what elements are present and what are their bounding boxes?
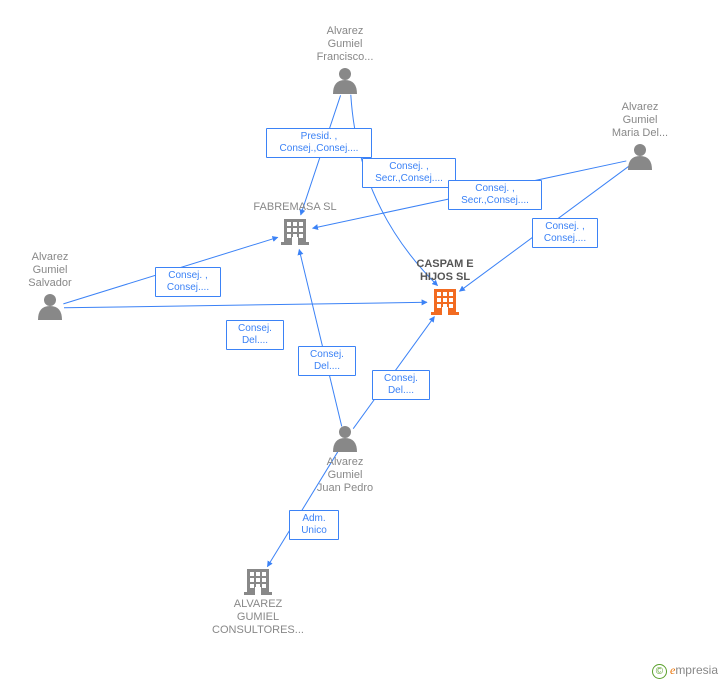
edge [313,161,627,228]
edge [459,166,628,291]
edge [63,237,277,304]
company-icon[interactable] [244,569,272,595]
person-icon[interactable] [333,68,357,94]
edge [353,317,434,429]
edge [267,452,337,567]
attribution: ©empresia [652,663,718,679]
edge [351,95,438,286]
brand-name: mpresia [675,663,718,677]
person-icon[interactable] [628,144,652,170]
edge [64,302,427,308]
edge [299,250,342,427]
copyright-icon: © [652,664,667,679]
edge [301,95,341,215]
company-icon[interactable] [431,289,459,315]
company-icon[interactable] [281,219,309,245]
person-icon[interactable] [333,426,357,452]
diagram-svg [0,0,728,685]
person-icon[interactable] [38,294,62,320]
diagram-stage: Presid. ,Consej.,Consej....Consej. ,Secr… [0,0,728,685]
